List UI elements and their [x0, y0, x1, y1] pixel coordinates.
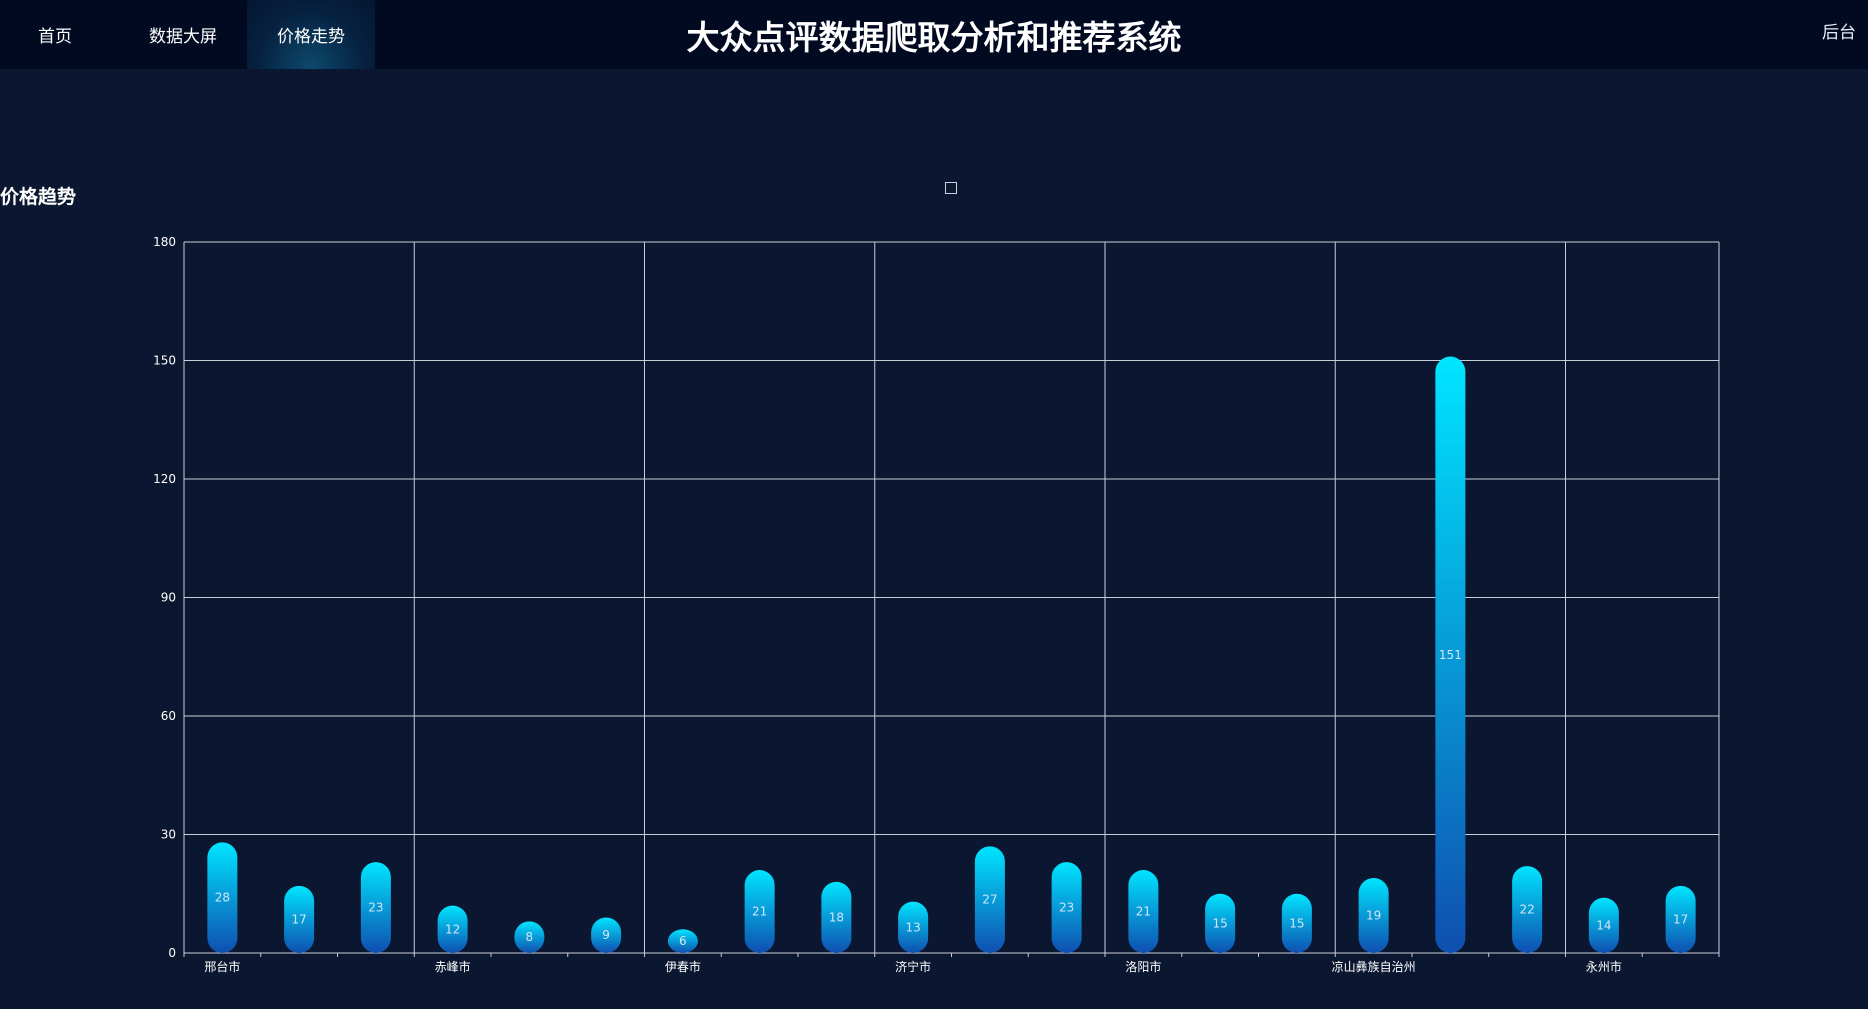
bar-value-label: 23 — [1059, 901, 1074, 915]
bar — [591, 917, 622, 953]
bar-value-label: 13 — [905, 920, 920, 934]
x-tick-label: 伊春市 — [665, 959, 701, 974]
bar-value-label: 14 — [1596, 918, 1611, 932]
bar-value-label: 8 — [526, 930, 534, 944]
bar — [1358, 877, 1389, 953]
x-tick-label: 邢台市 — [204, 959, 240, 974]
x-tick-label: 赤峰市 — [435, 959, 471, 974]
bar-value-label: 22 — [1519, 903, 1534, 917]
x-tick-label: 凉山彝族自治州 — [1332, 959, 1416, 974]
bar — [667, 929, 698, 953]
bar — [744, 870, 775, 953]
bar-value-label: 17 — [1673, 912, 1688, 926]
section-title: 价格趋势 — [0, 186, 77, 208]
bar-value-label: 151 — [1439, 648, 1462, 662]
bar-value-label: 19 — [1366, 908, 1381, 922]
legend-marker[interactable] — [945, 182, 957, 194]
bar — [1512, 866, 1543, 953]
x-tick-label: 洛阳市 — [1125, 959, 1161, 974]
x-tick-label: 永州市 — [1586, 959, 1622, 974]
bar-value-label: 21 — [752, 905, 767, 919]
bar-value-label: 27 — [982, 893, 997, 907]
bar-value-label: 18 — [829, 910, 844, 924]
bar — [207, 842, 238, 953]
bar — [1588, 897, 1619, 953]
y-tick-label: 180 — [153, 235, 176, 249]
y-tick-label: 60 — [161, 709, 176, 723]
nav-data-screen[interactable]: 数据大屏 — [149, 27, 217, 47]
bar-value-label: 17 — [291, 912, 306, 926]
x-tick-label: 济宁市 — [895, 959, 931, 974]
admin-link[interactable]: 后台 — [1822, 23, 1856, 43]
bar — [514, 921, 545, 953]
bar — [821, 881, 852, 953]
y-tick-label: 150 — [153, 354, 176, 368]
bar — [360, 862, 391, 953]
nav-price-trend[interactable]: 价格走势 — [247, 0, 375, 69]
bar-value-label: 12 — [445, 922, 460, 936]
bar — [898, 901, 929, 953]
bar-value-label: 6 — [679, 934, 687, 948]
nav-home[interactable]: 首页 — [38, 27, 72, 47]
bar-value-label: 15 — [1212, 916, 1227, 930]
bar-value-label: 21 — [1136, 905, 1151, 919]
bar-value-label: 28 — [215, 891, 230, 905]
bar-value-label: 23 — [368, 901, 383, 915]
bar — [974, 846, 1005, 953]
bar — [1435, 356, 1466, 953]
bar — [284, 885, 315, 953]
bar — [1281, 893, 1312, 953]
bar — [1665, 885, 1696, 953]
bar-value-label: 9 — [602, 928, 610, 942]
bar-value-label: 15 — [1289, 916, 1304, 930]
bar — [437, 905, 468, 953]
y-tick-label: 120 — [153, 472, 176, 486]
bar — [1205, 893, 1236, 953]
y-tick-label: 30 — [161, 828, 176, 842]
y-tick-label: 0 — [168, 946, 176, 960]
y-tick-label: 90 — [161, 591, 176, 605]
bar — [1051, 862, 1082, 953]
bar — [1128, 870, 1159, 953]
